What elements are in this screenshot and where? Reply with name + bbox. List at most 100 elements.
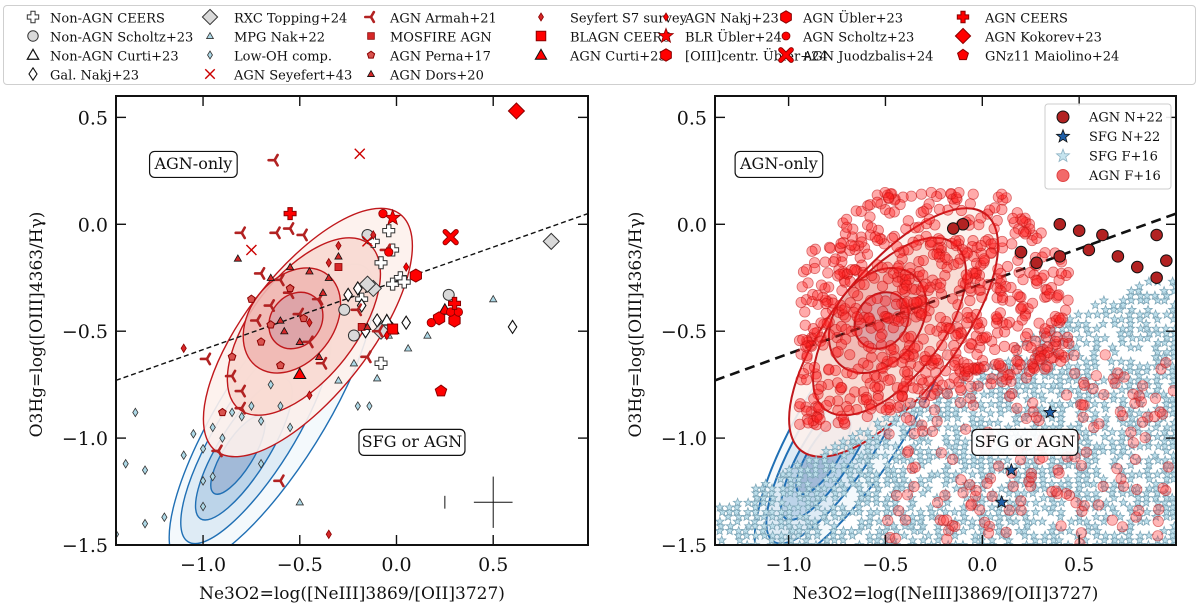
agn-f16-point xyxy=(979,235,992,247)
agn-f16-point xyxy=(880,404,892,416)
sfg-f16-point xyxy=(975,379,986,390)
agn-f16-point xyxy=(923,213,935,225)
inset-legend-label: SFG N+22 xyxy=(1089,130,1160,145)
sfg-f16-point xyxy=(1039,501,1051,512)
sfg-f16-point xyxy=(958,525,969,536)
agn-f16-point xyxy=(924,323,936,336)
agn-f16-point xyxy=(923,198,935,210)
sfg-f16-point xyxy=(1150,483,1162,494)
legend-label: AGN CEERS xyxy=(984,12,1068,27)
sfg-f16-point xyxy=(810,468,821,479)
mosfire-agn-point xyxy=(334,263,343,271)
agn-f16-point xyxy=(928,388,940,400)
sfg-f16-point xyxy=(1089,407,1101,418)
agn-f16-point xyxy=(935,447,947,459)
sfg-f16-point xyxy=(836,530,848,541)
agn-f16-point xyxy=(1056,312,1068,324)
sfg-f16-point xyxy=(758,497,769,508)
sfg-f16-point xyxy=(1099,431,1111,442)
agn-dors-20-point xyxy=(266,273,276,281)
sfg-f16-point xyxy=(1141,464,1153,475)
sfg-f16-point xyxy=(1124,308,1135,319)
agn-f16-point xyxy=(967,399,979,411)
agn-f16-point xyxy=(1118,371,1130,383)
sfg-f16-point xyxy=(1088,351,1100,362)
agn-armah-21-point xyxy=(273,474,285,488)
agn-f16-point xyxy=(1019,331,1032,343)
agn-f16-point xyxy=(986,490,998,502)
sfg-f16-point xyxy=(837,435,849,446)
agn-f16-point xyxy=(903,445,915,457)
agn-f16-point xyxy=(967,188,979,200)
agn-f16-point xyxy=(838,267,850,280)
sfg-f16-point xyxy=(835,478,847,489)
agn-f16-point xyxy=(883,428,895,440)
agn-f16-point xyxy=(1017,226,1030,238)
sfg-f16-point xyxy=(1090,388,1102,399)
series-agn-armah-21 xyxy=(199,153,392,488)
legend-label: BLAGN CEERS xyxy=(570,31,671,46)
sfg-f16-point xyxy=(760,478,771,489)
sfg-f16-point xyxy=(1127,332,1138,343)
agn-armah-21-point xyxy=(315,356,328,370)
agn-f16-point xyxy=(1137,380,1149,392)
mpg-nak-22-point xyxy=(488,294,498,303)
y-tick-label: 0.5 xyxy=(78,107,108,129)
sfg-f16-point xyxy=(742,497,754,508)
agn-f16-point xyxy=(888,343,900,355)
sfg-f16-point xyxy=(1142,304,1154,315)
sfg-f16-point xyxy=(1037,379,1049,390)
legend-item-rxc-topping-24: RXC Topping+24 xyxy=(201,8,347,27)
sfg-f16-point xyxy=(882,459,893,470)
sfg-f16-point xyxy=(853,478,865,489)
sfg-f16-point xyxy=(958,421,969,432)
agn-f16-point xyxy=(981,477,993,490)
sfg-f16-point xyxy=(1168,450,1176,461)
agn-bler-23-point xyxy=(409,268,422,283)
agn-armah-21-point xyxy=(371,324,384,338)
non-agn-ceers-point xyxy=(382,224,396,238)
sfg-f16-point xyxy=(967,515,978,526)
sfg-f16-point xyxy=(984,417,995,428)
agn-f16-point xyxy=(1003,504,1015,516)
agn-f16-point xyxy=(1053,289,1065,301)
sfg-f16-point xyxy=(1010,412,1021,423)
sfg-f16-point xyxy=(715,501,726,512)
sfg-f16-point xyxy=(1063,360,1074,371)
agn-f16-point xyxy=(934,282,946,294)
agn-f16-point xyxy=(1011,355,1023,367)
agn-f16-point xyxy=(1027,397,1039,409)
agn-f16-point xyxy=(965,338,977,350)
sfg-f16-point xyxy=(864,459,876,470)
sfg-f16-point xyxy=(1062,473,1074,484)
sfg-f16-point xyxy=(812,501,823,512)
sfg-f16-point xyxy=(923,403,934,414)
low-oh-comp-point xyxy=(248,401,255,411)
sfg-f16-point xyxy=(1132,483,1143,494)
sfg-f16-point xyxy=(1124,501,1136,512)
sfg-f16-point xyxy=(1152,468,1163,479)
agn-kokorev-23-point xyxy=(507,102,526,120)
agn-f16-point xyxy=(800,341,812,353)
inset-legend-item-agn-f-16: AGN F+16 xyxy=(1056,169,1161,184)
agn-f16-point xyxy=(1111,463,1123,475)
agn-n-22-point xyxy=(1082,243,1096,257)
agn-f16-point xyxy=(955,474,967,486)
sfg-f16-point xyxy=(958,483,970,494)
agn-f16-point xyxy=(954,382,966,394)
agn-f16-point xyxy=(894,198,906,211)
sfg-f16-point xyxy=(870,492,882,503)
legend-label: Gal. Nakj+23 xyxy=(50,69,139,84)
legend-label: BLR Übler+24 xyxy=(685,29,782,46)
sfg-f16-point xyxy=(992,454,1004,465)
sfg-f16-point xyxy=(873,515,885,526)
agn-f16-point xyxy=(889,532,902,545)
agn-armah-21-point xyxy=(199,352,212,366)
sfg-f16-point xyxy=(1081,515,1092,526)
agn-f16-point xyxy=(1006,238,1018,250)
sfg-f16-point xyxy=(957,398,969,409)
legend-label: AGN Übler+23 xyxy=(802,10,903,27)
legend-marker-diamond-small-icon xyxy=(207,50,213,60)
sfg-f16-point xyxy=(1152,327,1164,338)
gal-nakj-23-point xyxy=(343,287,354,303)
